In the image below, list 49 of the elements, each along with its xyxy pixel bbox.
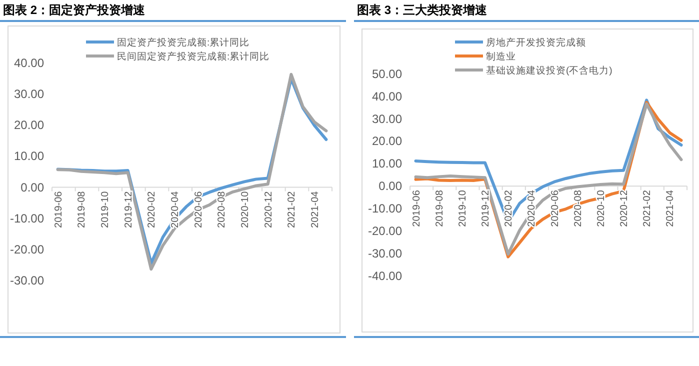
y-tick-label: 10.00 bbox=[14, 149, 44, 164]
legend-label: 民间固定资产投资完成额:累计同比 bbox=[117, 50, 270, 62]
x-tick-label: 2020-12 bbox=[619, 190, 630, 227]
y-tick-label: -10.00 bbox=[368, 202, 402, 216]
y-tick-label: 50.00 bbox=[372, 66, 402, 81]
x-tick-label: 2020-06 bbox=[193, 190, 204, 228]
y-tick-label: 20.00 bbox=[372, 134, 402, 148]
x-tick-label: 2021-02 bbox=[286, 190, 298, 228]
x-tick-label: 2019-08 bbox=[76, 190, 88, 228]
x-tick-label: 2020-04 bbox=[526, 190, 538, 227]
x-tick-label: 2020-04 bbox=[170, 190, 181, 228]
x-tick-label: 2021-02 bbox=[642, 190, 654, 227]
x-tick-label: 2020-12 bbox=[263, 190, 274, 228]
x-tick-label: 2019-12 bbox=[123, 190, 134, 228]
legend-label: 房地产开发投资完成额 bbox=[486, 36, 586, 48]
x-tick-label: 2020-10 bbox=[596, 190, 607, 227]
y-tick-label: -10.00 bbox=[10, 211, 44, 226]
x-tick-label: 2019-06 bbox=[53, 190, 64, 228]
y-tick-label: -20.00 bbox=[10, 242, 44, 256]
y-tick-label: 0.00 bbox=[378, 179, 402, 194]
y-tick-label: 40.00 bbox=[14, 56, 44, 70]
x-tick-label: 2020-02 bbox=[146, 190, 158, 228]
legend-label: 固定资产投资完成额:累计同比 bbox=[117, 36, 250, 48]
chart-title: 图表 2：固定资产投资增速 bbox=[3, 3, 146, 17]
x-tick-label: 2020-08 bbox=[216, 190, 228, 228]
y-tick-label: 0.00 bbox=[20, 180, 44, 194]
chart-title: 图表 3：三大类投资增速 bbox=[357, 3, 488, 17]
x-tick-label: 2019-10 bbox=[100, 190, 111, 228]
y-tick-label: 30.00 bbox=[372, 112, 402, 126]
y-tick-label: 10.00 bbox=[372, 156, 402, 171]
y-tick-label: -30.00 bbox=[10, 273, 44, 288]
y-tick-label: 40.00 bbox=[372, 89, 402, 104]
y-tick-label: 30.00 bbox=[14, 87, 44, 102]
y-tick-label: -40.00 bbox=[368, 268, 402, 283]
legend-label: 制造业 bbox=[486, 50, 516, 62]
y-tick-label: -20.00 bbox=[368, 224, 402, 238]
x-tick-label: 2019-10 bbox=[457, 190, 468, 227]
x-tick-label: 2021-04 bbox=[665, 190, 676, 227]
x-tick-label: 2020-06 bbox=[550, 190, 561, 227]
x-tick-label: 2020-02 bbox=[504, 190, 515, 227]
x-tick-label: 2021-04 bbox=[310, 190, 321, 228]
x-tick-label: 2019-06 bbox=[411, 190, 422, 227]
x-tick-label: 2020-10 bbox=[240, 190, 251, 228]
y-tick-label: -30.00 bbox=[368, 246, 402, 260]
x-tick-label: 2019-08 bbox=[434, 190, 446, 227]
x-tick-label: 2019-12 bbox=[480, 190, 492, 227]
x-tick-label: 2020-08 bbox=[572, 190, 584, 227]
legend-label: 基础设施建设投资(不含电力) bbox=[486, 64, 612, 76]
y-tick-label: 20.00 bbox=[14, 118, 44, 132]
